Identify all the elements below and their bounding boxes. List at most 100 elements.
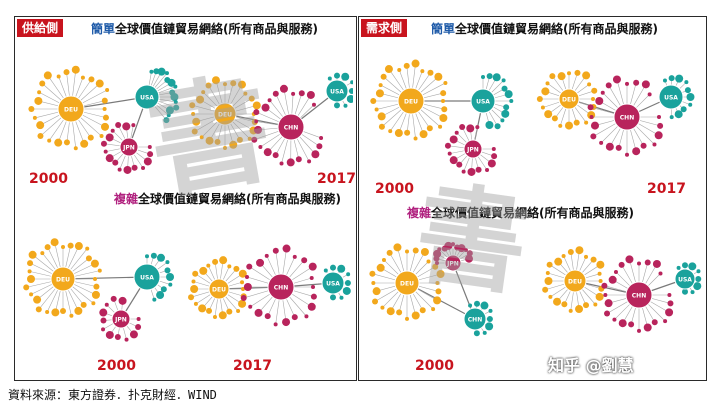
network-node <box>135 323 142 330</box>
network-node <box>236 136 243 143</box>
calligraphy-watermark-right: 書 <box>408 167 536 311</box>
network-node <box>115 122 122 129</box>
network-node <box>99 134 104 139</box>
network-node <box>485 322 494 331</box>
supply-complex-year-2017: 2017 <box>233 358 272 374</box>
network-node <box>688 102 693 107</box>
network-node <box>603 293 608 297</box>
network-node <box>191 112 196 116</box>
network-node <box>141 166 146 171</box>
network-node <box>567 249 574 256</box>
network-node <box>667 300 674 307</box>
network-node <box>253 109 260 116</box>
network-node <box>327 76 332 81</box>
network-node <box>503 104 510 111</box>
network-node <box>378 123 385 130</box>
network-node <box>612 75 621 84</box>
network-node <box>248 95 255 102</box>
network-node <box>218 311 227 320</box>
network-node <box>657 122 664 129</box>
network-node <box>561 301 568 308</box>
network-node <box>212 258 219 265</box>
supply-simple-year-2017: 2017 <box>317 171 356 187</box>
network-node <box>198 304 207 313</box>
network-node <box>597 271 602 276</box>
network-node <box>254 119 259 124</box>
network-node <box>380 73 387 80</box>
network-node <box>651 319 658 326</box>
network-node <box>481 75 485 79</box>
network-node <box>160 286 167 293</box>
network-node <box>433 249 442 258</box>
network-node <box>35 306 42 313</box>
network-node <box>375 89 384 98</box>
network-node <box>544 110 553 119</box>
network-node <box>348 88 353 94</box>
network-node <box>330 264 336 271</box>
network-node <box>640 142 647 149</box>
network-node <box>63 139 70 146</box>
network-node <box>112 159 119 166</box>
network-node <box>251 136 258 143</box>
network-node <box>584 120 589 125</box>
network-node <box>591 87 598 94</box>
network-node <box>51 308 60 317</box>
network-node <box>574 69 581 76</box>
network-node <box>542 286 549 293</box>
network-node <box>165 260 170 265</box>
hub-node-jpn <box>111 309 131 329</box>
hub-node-deu <box>558 88 580 110</box>
network-node <box>420 69 425 74</box>
hub-label-deu: DEU <box>218 112 232 119</box>
network-node <box>243 91 248 96</box>
network-node <box>173 104 180 111</box>
network-node <box>230 80 237 87</box>
network-node <box>540 105 545 110</box>
hub-label-jpn: JPN <box>122 145 135 152</box>
hub-label-usa: USA <box>678 277 692 284</box>
network-node <box>253 125 262 134</box>
network-node <box>388 129 393 134</box>
demand-complex-2000-network: DEU CHN JPN <box>369 241 494 337</box>
network-node <box>393 243 402 252</box>
supply-simple-2000-network: DEU USA JPN <box>28 65 180 174</box>
network-node <box>272 90 279 97</box>
network-node <box>466 124 475 133</box>
network-node <box>103 149 108 154</box>
hub-node-usa <box>674 268 696 290</box>
network-node <box>85 255 92 262</box>
network-node <box>28 106 35 112</box>
network-node <box>604 310 611 317</box>
network-node <box>43 71 52 80</box>
network-node <box>212 314 217 319</box>
hub-label-usa: USA <box>330 89 344 96</box>
network-node <box>45 309 50 314</box>
network-node <box>652 259 661 268</box>
network-node <box>583 302 590 309</box>
network-node <box>441 106 448 113</box>
network-node <box>105 133 114 142</box>
network-node <box>219 256 228 265</box>
network-node <box>371 281 376 285</box>
network-node <box>199 266 208 275</box>
network-node <box>93 283 100 290</box>
network-node <box>173 84 178 89</box>
network-node <box>590 256 597 263</box>
network-node <box>29 292 34 297</box>
supply-simple-2017-network: DEU CHN USA <box>189 72 353 167</box>
network-node <box>657 115 661 119</box>
hub-node-usa <box>325 79 349 103</box>
demand-complex-year-2000: 2000 <box>415 358 454 374</box>
hub-node-deu <box>397 87 425 115</box>
network-node <box>637 328 641 333</box>
network-node <box>419 307 426 314</box>
hub-label-usa: USA <box>140 275 154 282</box>
hub-label-deu: DEU <box>404 99 418 106</box>
network-node <box>101 122 110 131</box>
network-node <box>437 247 442 252</box>
network-node <box>546 261 553 268</box>
network-node <box>168 282 173 287</box>
network-node <box>152 297 157 302</box>
network-node <box>369 270 376 277</box>
network-node <box>100 317 107 324</box>
